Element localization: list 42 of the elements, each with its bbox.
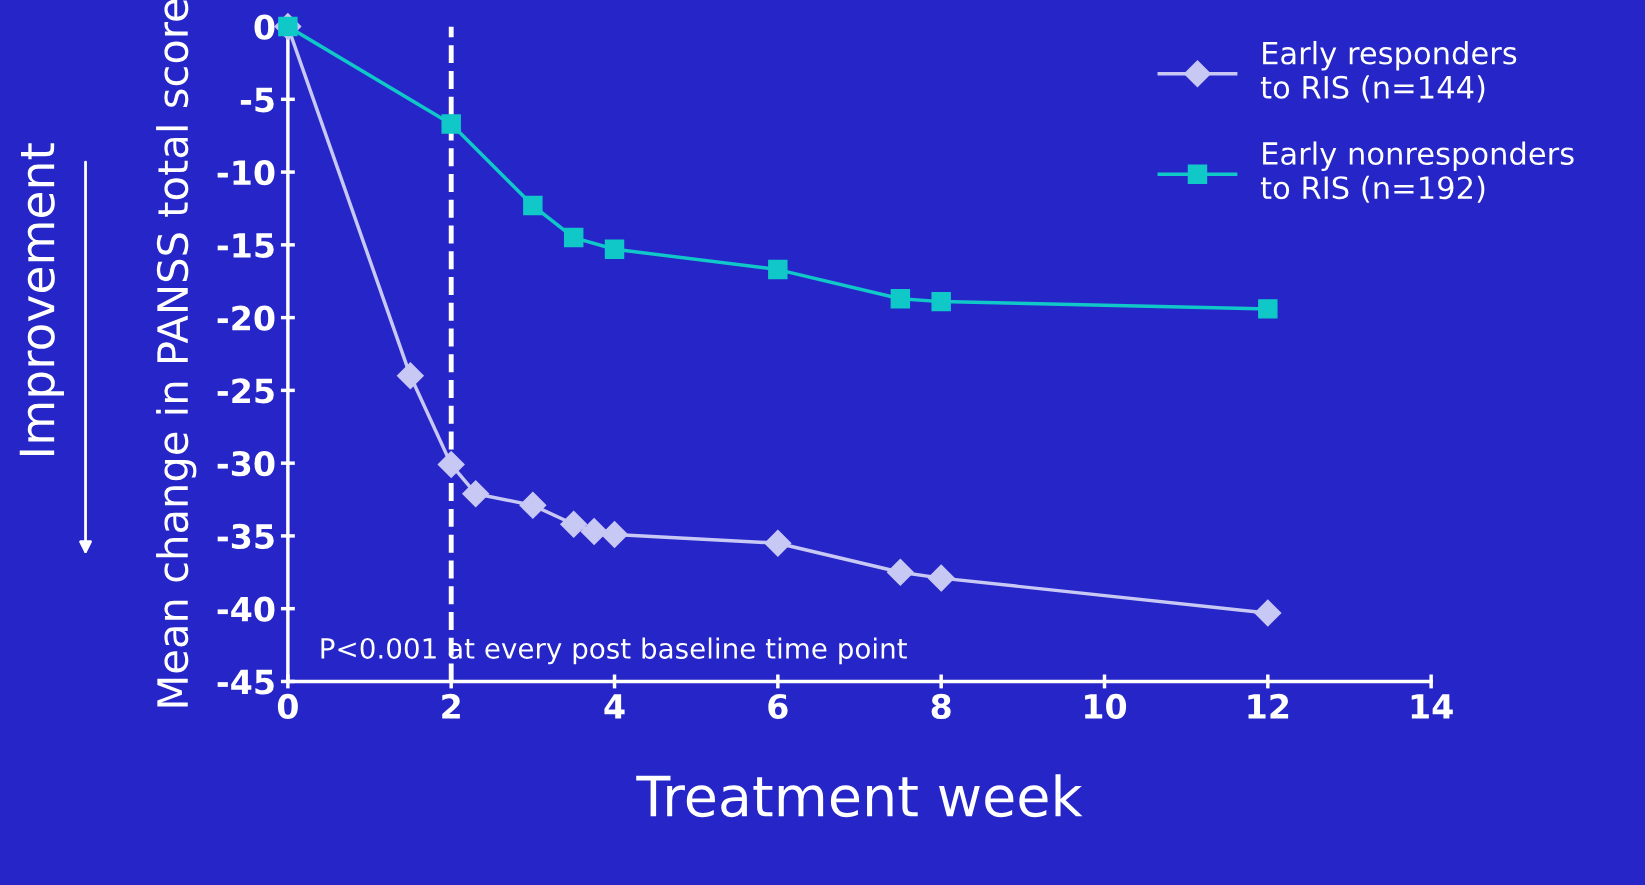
point	[523, 195, 543, 216]
point	[441, 114, 461, 134]
x-tick-label: 0	[277, 693, 298, 720]
point	[931, 291, 951, 312]
point	[437, 451, 465, 479]
x-tick-label: 8	[931, 693, 951, 720]
point	[560, 510, 588, 538]
x-tick-label: 4	[604, 694, 625, 719]
x-tick-label: 14	[1411, 694, 1453, 719]
x-tick-label: 6	[768, 693, 788, 720]
point	[768, 259, 788, 280]
x-tick-label: 2	[442, 693, 460, 719]
y-tick-label: -45	[217, 669, 274, 695]
point	[890, 288, 911, 309]
y-axis-title: Mean change in PANSS total score	[156, 0, 197, 707]
point	[396, 362, 424, 390]
y-tick-label: -5	[240, 87, 274, 113]
point	[886, 558, 914, 586]
y-tick-label: -20	[217, 305, 275, 331]
point	[601, 520, 628, 548]
point	[462, 480, 490, 508]
point	[764, 529, 792, 557]
x-axis-title: Treatment week	[636, 774, 1083, 818]
point	[580, 518, 608, 546]
point	[1258, 299, 1278, 319]
x-tick-label: 12	[1248, 693, 1289, 719]
y-tick-label: -25	[217, 378, 274, 404]
y-tick-label: 0	[254, 14, 275, 40]
legend-label: Early nonresponders to RIS (n=192)	[1260, 141, 1574, 203]
point	[604, 239, 625, 259]
point	[563, 227, 584, 248]
text: Improvement	[19, 143, 64, 456]
y-tick-label: -15	[217, 233, 274, 258]
point	[519, 491, 547, 519]
point	[1254, 599, 1282, 627]
x-tick-label: 10	[1085, 693, 1127, 720]
y-tick-label: -35	[217, 523, 274, 550]
point	[927, 564, 955, 592]
legend-label: Early responders to RIS (n=144)	[1260, 40, 1517, 103]
y-tick-label: -10	[217, 160, 275, 186]
y-tick-label: -40	[217, 596, 275, 622]
y-tick-label: -30	[217, 451, 275, 477]
